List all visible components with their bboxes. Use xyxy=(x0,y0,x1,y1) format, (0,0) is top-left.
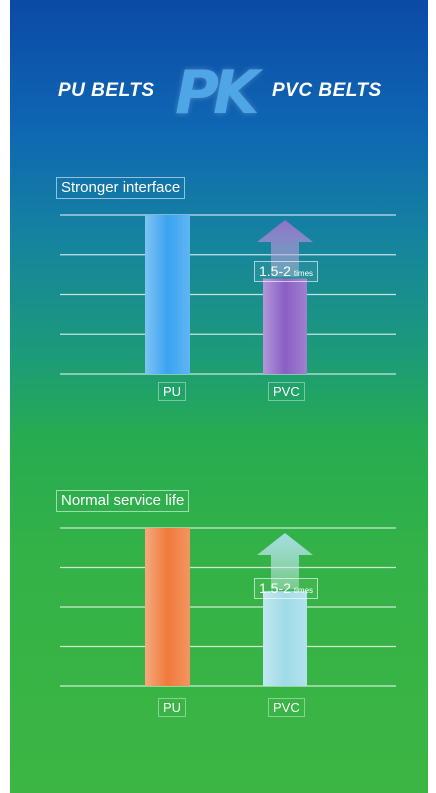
comparison-charts xyxy=(60,214,396,687)
chart-2-bar-pvc xyxy=(263,591,307,686)
chart-2-title: Normal service life xyxy=(56,490,190,512)
chart-1-annotation-number: 1.5-2 xyxy=(259,263,291,279)
header-pvc-belts: PVC BELTS xyxy=(272,80,382,101)
chart-2-bar-pu xyxy=(145,528,190,686)
chart-1-bar-pvc xyxy=(263,278,307,374)
chart-1-annotation-unit: times xyxy=(293,269,314,278)
header-pu-belts: PU BELTS xyxy=(58,80,155,101)
chart-1-annotation: 1.5-2 times xyxy=(254,261,319,282)
chart-1-title: Stronger interface xyxy=(56,177,186,199)
chart-1-category-pu: PU xyxy=(158,382,187,401)
chart-1-category-pvc: PVC xyxy=(268,382,305,401)
chart-2-annotation-number: 1.5-2 xyxy=(259,580,291,596)
chart-2-category-pvc: PVC xyxy=(268,698,305,717)
chart-2-annotation: 1.5-2 times xyxy=(254,578,319,599)
chart-2-difference-arrow xyxy=(257,533,313,590)
chart-1-difference-arrow xyxy=(257,220,313,277)
comparison-poster: PU BELTS PK PVC BELTS Stronger interface… xyxy=(10,0,428,793)
chart-2-annotation-unit: times xyxy=(293,586,314,595)
chart-1-bar-pu xyxy=(145,215,190,374)
chart-2-category-pu: PU xyxy=(158,698,187,717)
header-pk-logo: PK xyxy=(175,58,260,128)
